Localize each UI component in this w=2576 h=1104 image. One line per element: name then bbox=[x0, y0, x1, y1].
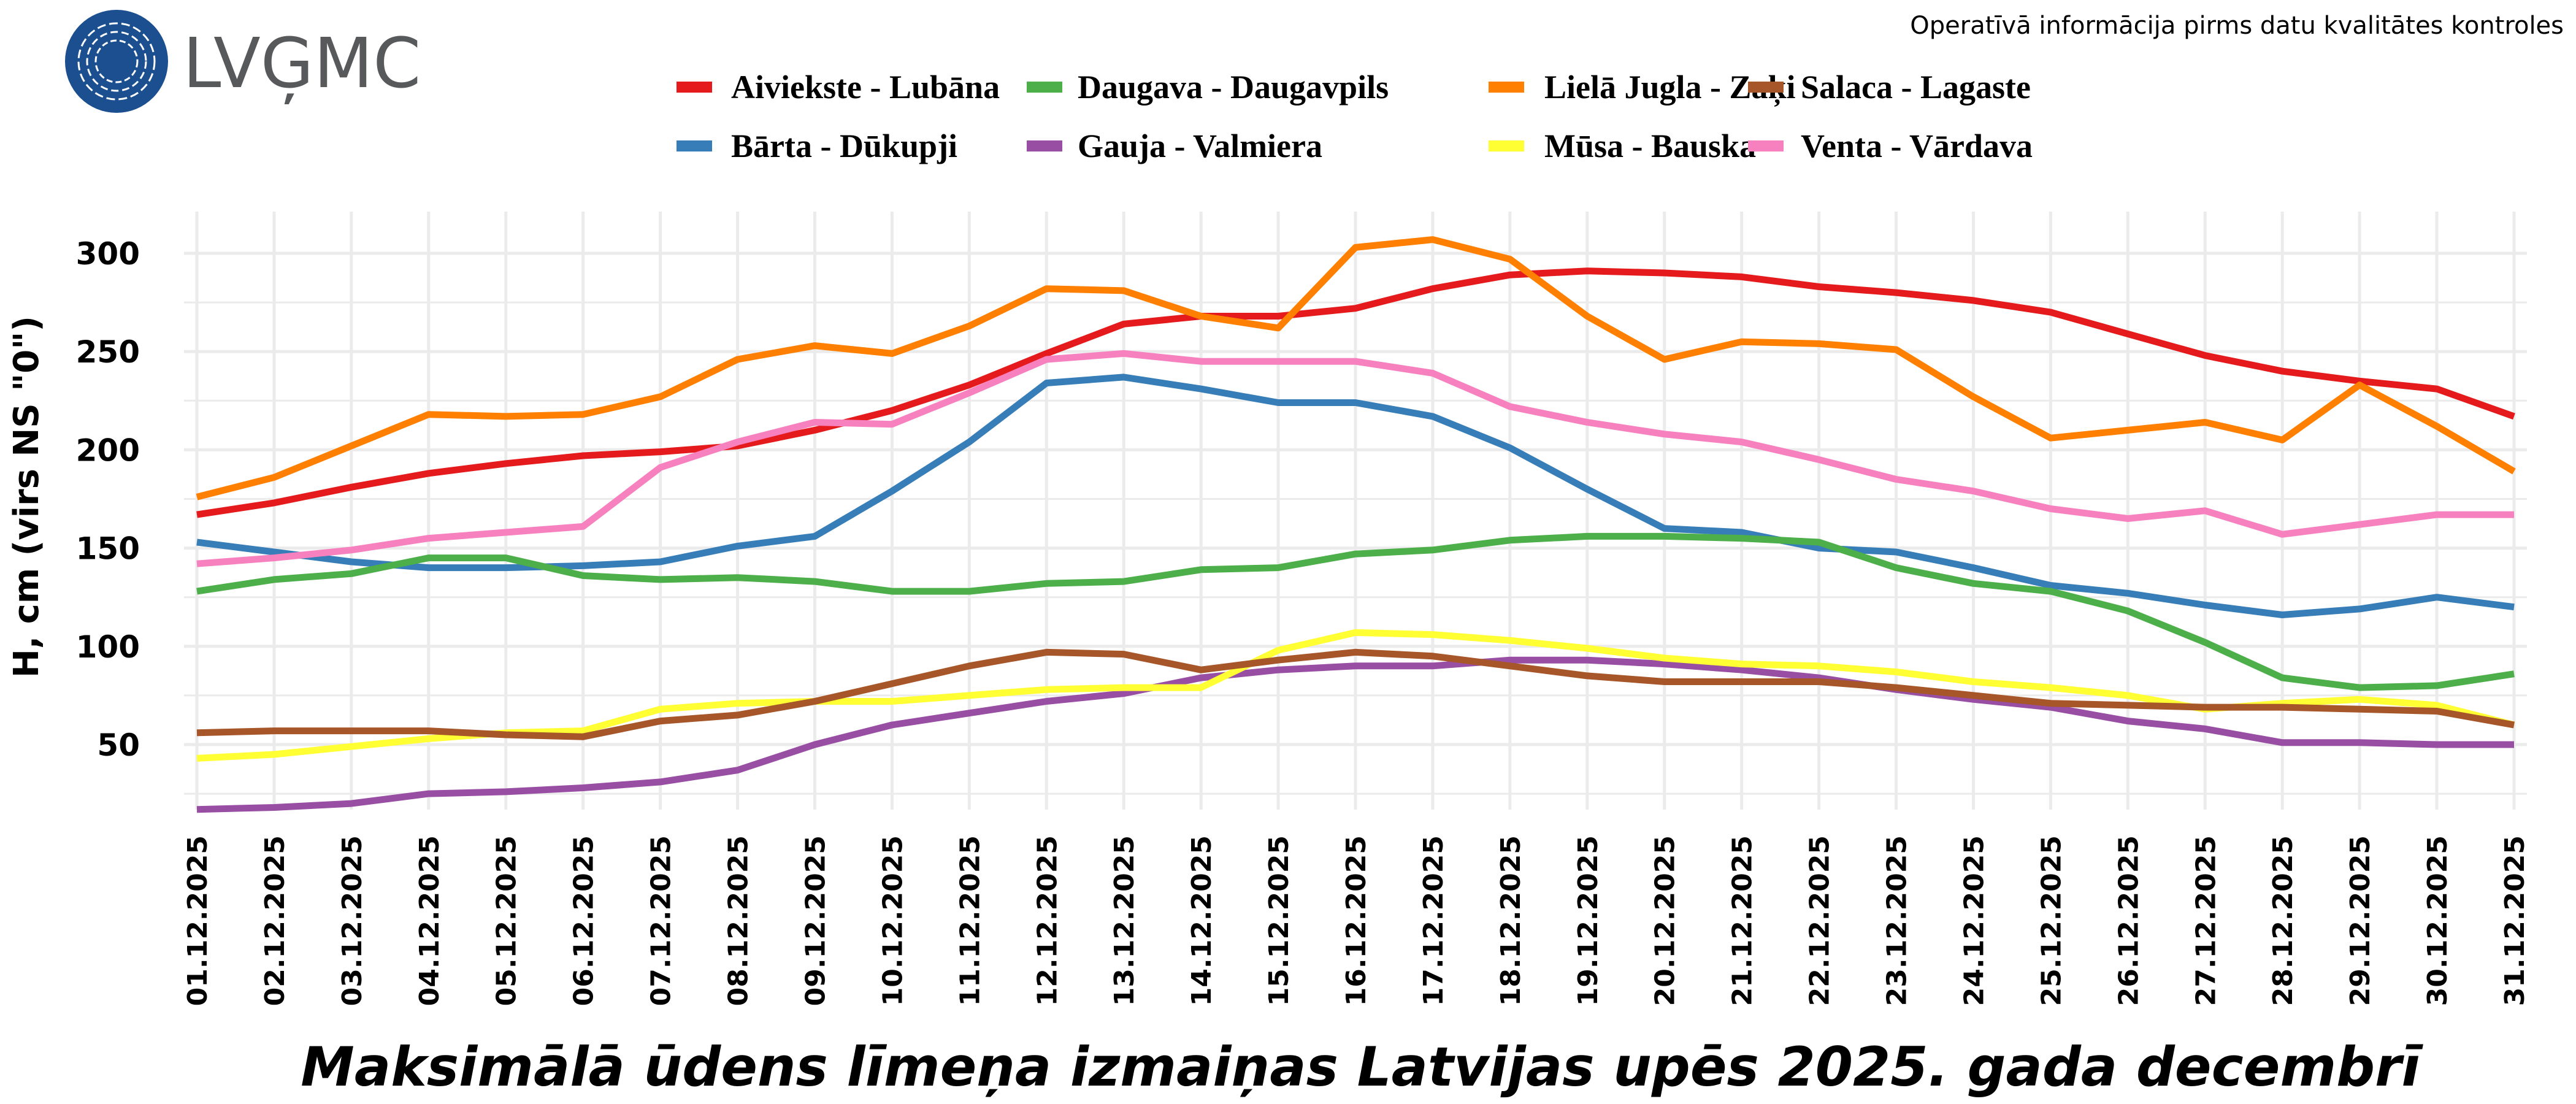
x-tick-label: 31.12.2025 bbox=[2499, 835, 2531, 1006]
y-tick-label: 200 bbox=[76, 432, 140, 468]
series-line-daugava bbox=[196, 532, 2515, 691]
legend-label: Gauja - Valmiera bbox=[1078, 128, 1322, 164]
x-tick-label: 03.12.2025 bbox=[337, 835, 368, 1006]
x-tick-label: 12.12.2025 bbox=[1032, 835, 1063, 1006]
logo-ring-icon bbox=[77, 22, 156, 101]
x-axis-ticks: 01.12.2025 02.12.2025 03.12.2025 04.12.2025… bbox=[182, 835, 2531, 1006]
x-tick-label: 16.12.2025 bbox=[1341, 835, 1372, 1006]
x-tick-label: 01.12.2025 bbox=[182, 835, 213, 1006]
logo-emblem-icon bbox=[65, 10, 168, 113]
x-tick-label: 18.12.2025 bbox=[1495, 835, 1527, 1006]
legend-label: Aiviekste - Lubāna bbox=[731, 69, 1000, 105]
x-tick-label: 08.12.2025 bbox=[723, 835, 754, 1006]
x-tick-label: 22.12.2025 bbox=[1804, 835, 1836, 1006]
legend-swatch bbox=[677, 82, 712, 93]
series-line-aiviekste bbox=[196, 267, 2515, 518]
legend-label: Salaca - Lagaste bbox=[1801, 69, 2031, 105]
legend-item: Lielā Jugla - Zaķi bbox=[1489, 69, 1796, 107]
series-line-mūsa bbox=[196, 629, 2515, 762]
x-tick-label: 09.12.2025 bbox=[800, 835, 831, 1006]
x-tick-label: 26.12.2025 bbox=[2113, 835, 2144, 1006]
x-tick-label: 20.12.2025 bbox=[1650, 835, 1681, 1006]
x-tick-label: 13.12.2025 bbox=[1109, 835, 1140, 1006]
series-line-salaca bbox=[196, 648, 2515, 740]
y-tick-label: 50 bbox=[97, 727, 140, 763]
y-axis-ticks: 50 100 150 200 250 300 bbox=[76, 236, 140, 763]
legend-swatch bbox=[677, 140, 712, 151]
series-line-bārta bbox=[196, 374, 2515, 618]
y-tick-label: 150 bbox=[76, 531, 140, 567]
logo-text: LVĢMC bbox=[183, 24, 421, 104]
y-tick-label: 250 bbox=[76, 334, 140, 370]
legend-item: Bārta - Dūkupji bbox=[677, 128, 957, 164]
x-tick-label: 29.12.2025 bbox=[2345, 835, 2376, 1006]
legend-swatch bbox=[1748, 140, 1784, 151]
legend-swatch bbox=[1489, 140, 1524, 151]
legend-item: Aiviekste - Lubāna bbox=[677, 69, 1000, 105]
x-tick-label: 30.12.2025 bbox=[2422, 835, 2453, 1006]
series-line-lielā bbox=[196, 236, 2516, 500]
series-lines bbox=[196, 236, 2516, 813]
chart-title: Maksimālā ūdens līmeņa izmaiņas Latvijas… bbox=[301, 1035, 2423, 1098]
x-tick-label: 15.12.2025 bbox=[1263, 835, 1295, 1006]
series-line-gauja bbox=[196, 656, 2514, 813]
legend-label: Daugava - Daugavpils bbox=[1078, 69, 1389, 105]
x-tick-label: 17.12.2025 bbox=[1418, 835, 1449, 1006]
x-tick-label: 25.12.2025 bbox=[2036, 835, 2067, 1006]
x-tick-label: 06.12.2025 bbox=[569, 835, 600, 1006]
x-tick-label: 21.12.2025 bbox=[1727, 835, 1758, 1006]
x-tick-label: 07.12.2025 bbox=[646, 835, 677, 1006]
logo: LVĢMC bbox=[65, 10, 421, 113]
logo-ring-icon bbox=[86, 31, 147, 92]
x-tick-label: 27.12.2025 bbox=[2190, 835, 2221, 1006]
y-tick-label: 300 bbox=[76, 236, 140, 272]
legend-swatch bbox=[1489, 82, 1524, 93]
y-axis-label: H, cm (virs NS "0") bbox=[7, 316, 47, 678]
x-tick-label: 28.12.2025 bbox=[2267, 835, 2299, 1006]
x-tick-label: 04.12.2025 bbox=[414, 835, 445, 1006]
x-tick-label: 02.12.2025 bbox=[259, 835, 291, 1006]
legend: Aiviekste - Lubāna Bārta - Dūkupji Daugava… bbox=[677, 69, 2033, 164]
x-tick-label: 19.12.2025 bbox=[1573, 835, 1604, 1006]
x-tick-label: 10.12.2025 bbox=[877, 835, 908, 1006]
data-quality-note: Operatīvā informācija pirms datu kvalitā… bbox=[1910, 12, 2564, 40]
x-tick-label: 14.12.2025 bbox=[1186, 835, 1217, 1006]
legend-label: Bārta - Dūkupji bbox=[731, 128, 957, 164]
legend-item: Gauja - Valmiera bbox=[1027, 128, 1322, 164]
x-tick-label: 05.12.2025 bbox=[491, 835, 523, 1006]
x-tick-label: 24.12.2025 bbox=[1958, 835, 1990, 1006]
legend-item: Salaca - Lagaste bbox=[1748, 69, 2031, 105]
x-tick-label: 23.12.2025 bbox=[1882, 835, 1913, 1006]
legend-swatch bbox=[1748, 82, 1784, 93]
x-tick-label: 11.12.2025 bbox=[954, 835, 986, 1006]
legend-item: Daugava - Daugavpils bbox=[1027, 69, 1389, 105]
legend-item: Mūsa - Bauska bbox=[1489, 128, 1756, 164]
y-tick-label: 100 bbox=[76, 629, 140, 665]
legend-swatch bbox=[1027, 140, 1062, 151]
legend-label: Venta - Vārdava bbox=[1801, 128, 2033, 164]
legend-swatch bbox=[1027, 82, 1062, 93]
legend-item: Venta - Vārdava bbox=[1748, 128, 2033, 164]
legend-label: Mūsa - Bauska bbox=[1544, 128, 1756, 164]
logo-ring-icon bbox=[94, 39, 139, 83]
series-line-venta bbox=[196, 350, 2514, 567]
